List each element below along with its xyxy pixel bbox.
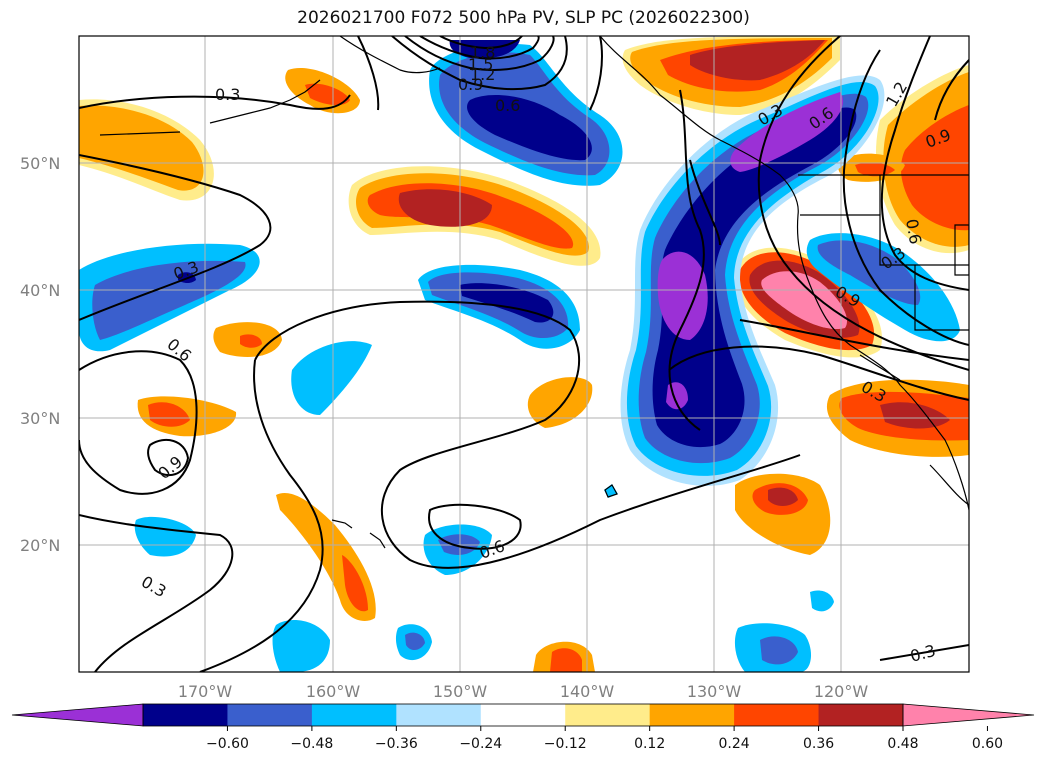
slp-contours [79, 36, 969, 672]
contour-label: 0.3 [215, 85, 240, 104]
colorbar-tick-label: −0.24 [459, 736, 502, 752]
lat-label: 30°N [20, 409, 60, 428]
grid-lines [79, 36, 969, 672]
colorbar-segments [143, 704, 904, 726]
colorbar-tick-label: −0.12 [544, 736, 587, 752]
colorbar-segment [649, 704, 735, 726]
contour-label: 1.8 [470, 43, 495, 62]
colorbar: −0.60 −0.48 −0.36 −0.24 −0.12 0.12 0.24 0.36 0.4… [11, 703, 1035, 752]
colorbar-segment [311, 704, 397, 726]
colorbar-ticks: −0.60 −0.48 −0.36 −0.24 −0.12 0.12 0.24 0.36 0.4… [206, 726, 1003, 752]
lat-label: 40°N [20, 281, 60, 300]
colorbar-tick-label: −0.60 [206, 736, 249, 752]
positive-pv-shading [79, 36, 969, 672]
colorbar-segment [565, 704, 651, 726]
lon-label: 120°W [814, 682, 869, 701]
contour-label: 0.6 [902, 217, 925, 245]
colorbar-frame [142, 703, 904, 727]
colorbar-tick-label: −0.36 [375, 736, 418, 752]
contour-label: 1.2 [470, 65, 495, 84]
map-field: 0.3 1.8 1.5 1.2 0.9 0.6 0.3 0.6 0.9 0.3 … [79, 36, 969, 672]
colorbar-segment [818, 704, 904, 726]
lat-label: 20°N [20, 536, 60, 555]
colorbar-segment [396, 704, 482, 726]
contour-label: 0.9 [458, 75, 483, 94]
lon-label: 150°W [433, 682, 488, 701]
colorbar-tick-label: 0.48 [887, 736, 918, 752]
map-frame [78, 35, 970, 673]
colorbar-segment [734, 704, 820, 726]
colorbar-tick-label: 0.24 [719, 736, 750, 752]
lat-label: 50°N [20, 154, 60, 173]
chart-title: 2026021700 F072 500 hPa PV, SLP PC (2026… [297, 8, 750, 28]
colorbar-segment [480, 704, 566, 726]
colorbar-tick-label: 0.36 [803, 736, 834, 752]
lon-label: 140°W [560, 682, 615, 701]
colorbar-tick-label: 0.60 [972, 736, 1003, 752]
colorbar-segment [143, 704, 228, 726]
colorbar-extend-low [11, 703, 144, 727]
contour-label: 1.5 [468, 55, 493, 74]
colorbar-extend-high [902, 703, 1035, 727]
latitude-labels: 50°N 40°N 30°N 20°N [20, 154, 60, 555]
colorbar-tick-label: −0.48 [290, 736, 333, 752]
contour-label: 0.6 [495, 96, 520, 115]
lon-label: 170°W [178, 682, 233, 701]
lon-label: 130°W [687, 682, 742, 701]
longitude-labels: 170°W 160°W 150°W 140°W 130°W 120°W [178, 682, 869, 701]
colorbar-segment [227, 704, 313, 726]
lon-label: 160°W [306, 682, 361, 701]
colorbar-tick-label: 0.12 [634, 736, 665, 752]
